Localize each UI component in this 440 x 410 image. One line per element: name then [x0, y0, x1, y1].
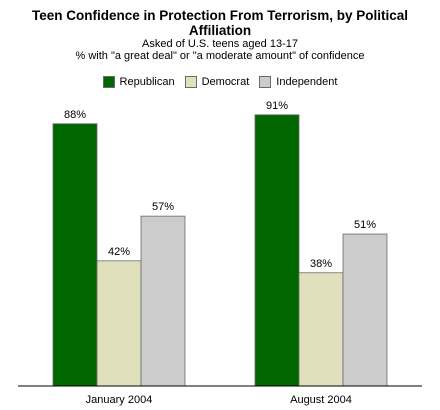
chart-subtitle-line-2: % with "a great deal" or "a moderate amo…: [75, 50, 365, 62]
bar-independent-2: [342, 233, 388, 387]
legend-item-democrat: Democrat: [184, 76, 250, 88]
legend-item-independent: Independent: [259, 76, 337, 88]
data-label-independent-2: 51%: [354, 219, 376, 231]
legend-label-independent: Independent: [276, 76, 338, 88]
legend-label-republican: Republican: [119, 76, 175, 88]
data-label-democrat-2: 38%: [310, 258, 332, 270]
legend-swatch-democrat: [184, 76, 197, 88]
bar-republican-1: [52, 123, 98, 387]
legend-swatch-republican: [102, 76, 115, 88]
x-tick-label-1: January 2004: [86, 394, 153, 406]
legend-label-democrat: Democrat: [201, 76, 250, 88]
chart-subtitle-line-1: Asked of U.S. teens aged 13-17: [142, 38, 298, 50]
chart-legend: Republican Democrat Independent: [0, 76, 440, 88]
legend-swatch-independent: [259, 76, 272, 88]
bar-republican-2: [254, 114, 300, 387]
data-label-independent-1: 57%: [152, 201, 174, 213]
bar-democrat-1: [96, 260, 142, 387]
data-label-republican-1: 88%: [64, 109, 86, 121]
bar-democrat-2: [298, 272, 344, 387]
bar-independent-1: [140, 215, 186, 387]
data-label-republican-2: 91%: [266, 100, 288, 112]
legend-item-republican: Republican: [102, 76, 175, 88]
data-label-democrat-1: 42%: [108, 246, 130, 258]
x-tick-label-2: August 2004: [290, 394, 352, 406]
chart-title: Teen Confidence in Protection From Terro…: [31, 8, 409, 38]
